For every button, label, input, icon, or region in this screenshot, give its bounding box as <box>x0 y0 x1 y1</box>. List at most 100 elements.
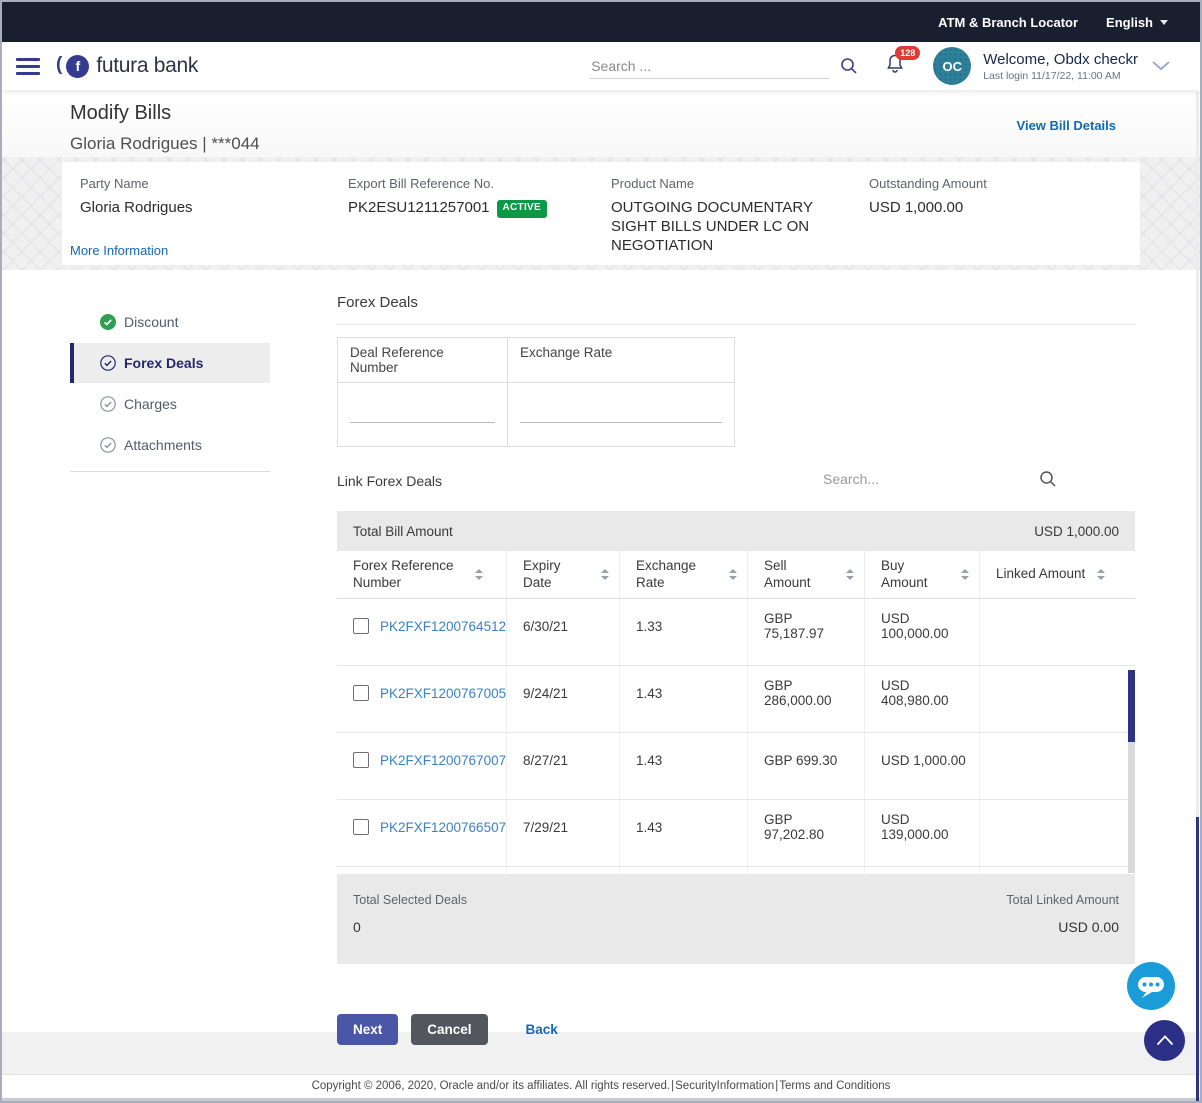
party-name-field: Party Name Gloria Rodrigues <box>80 176 348 255</box>
buy-amount-cell: USD 408,980.00 <box>865 666 980 732</box>
deal-entry-table: Deal Reference Number Exchange Rate <box>337 337 735 447</box>
back-link[interactable]: Back <box>525 1022 558 1037</box>
sell-amount-cell: GBP 97,202.80 <box>748 800 865 866</box>
more-information-link[interactable]: More Information <box>70 243 169 258</box>
scroll-to-top-button[interactable] <box>1144 1020 1185 1061</box>
step-label: Forex Deals <box>124 355 204 371</box>
search-icon[interactable] <box>1038 469 1058 489</box>
exchange-rate-column-header: Exchange Rate <box>520 345 613 360</box>
forex-reference-link[interactable]: PK2FXF1200767005 <box>380 685 507 701</box>
expiry-date-cell: 7/29/21 <box>507 800 620 866</box>
deal-reference-column-header: Deal Reference Number <box>338 338 508 382</box>
hamburger-menu-icon[interactable] <box>16 54 40 79</box>
avatar[interactable]: OC <box>933 47 972 85</box>
outstanding-amount-label: Outstanding Amount <box>869 176 987 191</box>
row-checkbox[interactable] <box>353 618 369 634</box>
link-forex-deals-row: Link Forex Deals <box>337 469 1135 497</box>
exchange-rate-input[interactable] <box>520 403 722 423</box>
outstanding-amount-value: USD 1,000.00 <box>869 199 964 216</box>
total-bill-amount-value: USD 1,000.00 <box>1034 523 1119 539</box>
security-information-link[interactable]: SecurityInformation <box>675 1080 775 1092</box>
link-forex-deals-title: Link Forex Deals <box>337 473 443 489</box>
total-bill-amount-label: Total Bill Amount <box>353 523 453 539</box>
page-scrollbar-thumb[interactable] <box>1196 817 1199 1101</box>
row-checkbox[interactable] <box>353 685 369 701</box>
copyright-bar: Copyright © 2006, 2020, Oracle and/or it… <box>2 1074 1200 1098</box>
search-icon[interactable] <box>839 56 859 76</box>
sort-icon[interactable] <box>601 569 609 580</box>
welcome-text: Welcome, Obdx checkr <box>983 50 1138 68</box>
export-bill-ref-field: Export Bill Reference No. PK2ESU12112570… <box>348 176 611 255</box>
party-summary-band: Party Name Gloria Rodrigues Export Bill … <box>2 157 1200 270</box>
chat-button[interactable] <box>1127 962 1175 1010</box>
page-title-row: Modify Bills Gloria Rodrigues | ***044 V… <box>2 90 1200 157</box>
steps-divider <box>70 471 270 472</box>
sort-icon[interactable] <box>961 569 969 580</box>
buy-amount-cell: USD 139,000.00 <box>865 800 980 866</box>
sort-icon[interactable] <box>475 569 483 580</box>
sort-icon[interactable] <box>1097 569 1106 580</box>
export-bill-ref-value: PK2ESU1211257001 <box>348 199 490 216</box>
forex-deals-table: Total Bill Amount USD 1,000.00 Forex Ref… <box>337 511 1135 964</box>
total-selected-deals-value: 0 <box>353 919 361 935</box>
chat-bubble-icon <box>1127 962 1175 1010</box>
view-bill-details-link[interactable]: View Bill Details <box>1016 118 1116 133</box>
page-scrollbar-track[interactable] <box>1196 92 1199 1101</box>
total-selected-deals-label: Total Selected Deals <box>353 893 467 907</box>
chevron-down-icon <box>1160 19 1168 25</box>
bottom-strip <box>2 1098 1200 1101</box>
copyright-text: Copyright © 2006, 2020, Oracle and/or it… <box>311 1080 671 1092</box>
total-linked-amount-label: Total Linked Amount <box>1006 893 1119 907</box>
total-linked-amount-value: USD 0.00 <box>1058 919 1119 935</box>
user-menu[interactable]: Welcome, Obdx checkr Last login 11/17/22… <box>983 51 1170 82</box>
forex-reference-link[interactable]: PK2FXF1200764512 <box>380 618 507 634</box>
futura-bank-logo[interactable]: ( f futura bank <box>56 54 198 78</box>
column-header: Exchange Rate <box>636 557 697 590</box>
table-scrollbar-track[interactable] <box>1128 670 1135 873</box>
check-circle-outline-icon <box>100 396 116 412</box>
next-button[interactable]: Next <box>337 1014 399 1045</box>
expiry-date-cell: 6/30/21 <box>507 599 620 665</box>
cancel-button[interactable]: Cancel <box>411 1014 488 1045</box>
party-summary-card: Party Name Gloria Rodrigues Export Bill … <box>62 162 1140 265</box>
sell-amount-cell: GBP 286,000.00 <box>748 666 865 732</box>
terms-and-conditions-link[interactable]: Terms and Conditions <box>779 1080 891 1092</box>
wizard-steps: Discount Forex Deals Charges Attachments <box>70 302 270 1032</box>
partial-row <box>337 867 1135 874</box>
row-checkbox[interactable] <box>353 819 369 835</box>
forex-reference-link[interactable]: PK2FXF1200767007 <box>380 752 507 768</box>
total-bill-amount-bar: Total Bill Amount USD 1,000.00 <box>337 511 1135 551</box>
language-selector[interactable]: English <box>1106 15 1168 30</box>
main-content: Discount Forex Deals Charges Attachments <box>2 270 1200 1045</box>
linked-amount-cell <box>980 666 1135 732</box>
forex-reference-link[interactable]: PK2FXF1200766507 <box>380 819 507 835</box>
global-search-input[interactable] <box>589 53 830 79</box>
column-header: Sell Amount <box>764 557 811 590</box>
page-subtitle: Gloria Rodrigues | ***044 <box>70 134 260 153</box>
futura-bank-logo-icon: ( <box>56 54 63 75</box>
notifications-button[interactable]: 128 <box>885 46 921 79</box>
check-circle-outline-icon <box>100 355 116 371</box>
product-name-value: OUTGOING DOCUMENTARY SIGHT BILLS UNDER L… <box>611 199 813 254</box>
column-header: Buy Amount <box>881 557 928 590</box>
product-name-label: Product Name <box>611 176 695 191</box>
deals-search-input[interactable] <box>823 471 1028 487</box>
party-name-value: Gloria Rodrigues <box>80 199 193 216</box>
sort-icon[interactable] <box>846 569 854 580</box>
deal-reference-input[interactable] <box>350 403 495 423</box>
step-charges[interactable]: Charges <box>70 384 270 424</box>
status-badge: ACTIVE <box>496 200 547 218</box>
sort-icon[interactable] <box>729 569 737 580</box>
step-attachments[interactable]: Attachments <box>70 425 270 465</box>
column-header: Expiry Date <box>523 557 561 590</box>
atm-branch-locator-link[interactable]: ATM & Branch Locator <box>938 14 1079 30</box>
step-forex-deals[interactable]: Forex Deals <box>70 343 270 383</box>
table-row: PK2FXF1200764512 6/30/21 1.33 GBP 75,187… <box>337 599 1135 666</box>
futura-bank-logo-mark: f <box>66 54 90 78</box>
row-checkbox[interactable] <box>353 752 369 768</box>
table-scrollbar-thumb[interactable] <box>1128 670 1135 742</box>
step-discount[interactable]: Discount <box>70 302 270 342</box>
brand-name: futura bank <box>96 54 199 77</box>
sell-amount-cell: GBP 75,187.97 <box>748 599 865 665</box>
check-circle-outline-icon <box>100 437 116 453</box>
